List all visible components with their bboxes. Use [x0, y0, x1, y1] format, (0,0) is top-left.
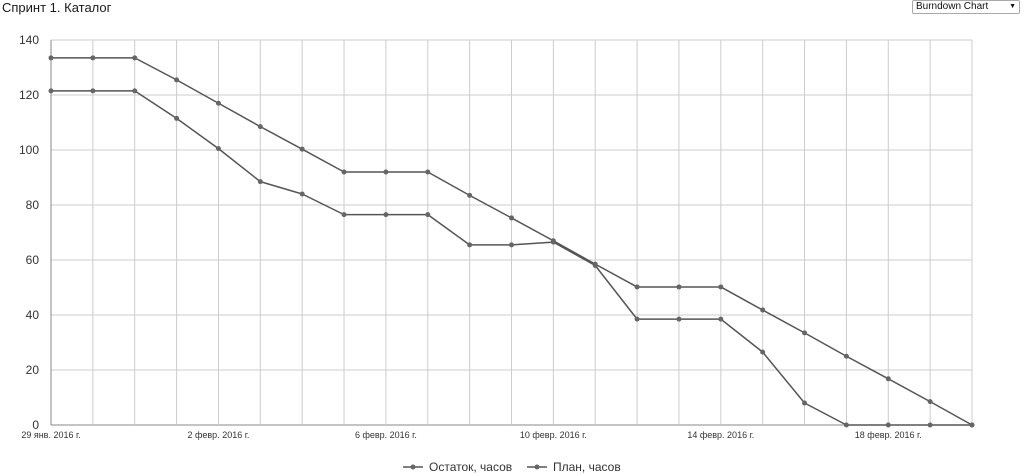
data-point[interactable]: [383, 212, 389, 218]
x-tick-label: 18 февр. 2016 г.: [855, 430, 922, 440]
data-point[interactable]: [257, 124, 263, 130]
data-point[interactable]: [802, 330, 808, 336]
y-tick-label: 80: [26, 198, 40, 212]
legend-label: План, часов: [553, 460, 621, 474]
chart-type-select[interactable]: Burndown Chart ▼: [912, 0, 1020, 14]
data-point[interactable]: [257, 179, 263, 185]
data-point[interactable]: [425, 212, 431, 218]
legend-item[interactable]: Остаток, часов: [403, 460, 512, 474]
y-tick-label: 40: [26, 308, 40, 322]
data-point[interactable]: [174, 115, 180, 121]
data-point[interactable]: [90, 88, 96, 94]
data-point[interactable]: [467, 242, 473, 248]
data-point[interactable]: [383, 169, 389, 175]
y-tick-label: 120: [19, 88, 39, 102]
x-tick-label: 10 февр. 2016 г.: [520, 430, 587, 440]
chart-axes: 0 20 40 60 80 100 120 140 29 янв. 2016 г. 2 февр.…: [19, 33, 922, 440]
triangle-down-icon[interactable]: ▼: [1009, 3, 1016, 10]
data-point[interactable]: [969, 422, 975, 428]
data-point[interactable]: [927, 422, 933, 428]
data-point[interactable]: [676, 284, 682, 290]
data-point[interactable]: [718, 284, 724, 290]
x-tick-label: 2 февр. 2016 г.: [187, 430, 249, 440]
legend-point-icon: [534, 464, 540, 470]
data-point[interactable]: [215, 146, 221, 152]
chart-series: [48, 55, 975, 428]
y-tick-label: 140: [19, 33, 39, 47]
data-point[interactable]: [132, 88, 138, 94]
data-point[interactable]: [550, 238, 556, 244]
x-tick-label: 6 февр. 2016 г.: [355, 430, 417, 440]
data-point[interactable]: [592, 261, 598, 267]
data-point[interactable]: [341, 212, 347, 218]
data-point[interactable]: [174, 77, 180, 83]
data-point[interactable]: [885, 376, 891, 382]
data-point[interactable]: [885, 422, 891, 428]
data-point[interactable]: [802, 400, 808, 406]
data-point[interactable]: [215, 100, 221, 106]
y-tick-label: 100: [19, 143, 39, 157]
data-point[interactable]: [299, 146, 305, 152]
data-point[interactable]: [48, 88, 54, 94]
data-point[interactable]: [676, 316, 682, 322]
data-point[interactable]: [425, 169, 431, 175]
data-point[interactable]: [132, 55, 138, 61]
y-tick-label: 60: [26, 253, 40, 267]
data-point[interactable]: [760, 349, 766, 355]
chart-type-select-value: Burndown Chart: [916, 1, 989, 12]
data-point[interactable]: [48, 55, 54, 61]
data-point[interactable]: [718, 316, 724, 322]
legend-item[interactable]: План, часов: [527, 460, 621, 474]
data-point[interactable]: [843, 422, 849, 428]
data-point[interactable]: [467, 192, 473, 198]
data-point[interactable]: [843, 353, 849, 359]
chart-legend[interactable]: Остаток, часов План, часов: [403, 460, 621, 474]
data-point[interactable]: [509, 242, 514, 248]
data-point[interactable]: [509, 215, 514, 221]
legend-label: Остаток, часов: [429, 460, 512, 474]
page-title: Спринт 1. Каталог: [2, 0, 112, 15]
legend-point-icon: [410, 464, 416, 470]
data-point[interactable]: [90, 55, 96, 61]
data-point[interactable]: [927, 399, 933, 405]
data-point[interactable]: [299, 191, 305, 197]
y-tick-label: 20: [26, 363, 40, 377]
data-point[interactable]: [634, 316, 640, 322]
data-point[interactable]: [760, 307, 766, 313]
data-point[interactable]: [341, 169, 347, 175]
x-tick-label: 29 янв. 2016 г.: [21, 430, 80, 440]
series-2: [48, 55, 975, 428]
x-tick-label: 14 февр. 2016 г.: [687, 430, 754, 440]
y-tick-label: 0: [32, 418, 39, 432]
data-point[interactable]: [634, 284, 640, 290]
chart-grid: [50, 39, 973, 426]
